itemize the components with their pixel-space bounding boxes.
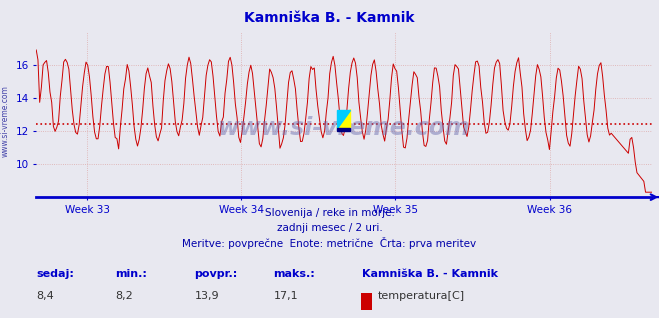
Text: 13,9: 13,9 [194,291,219,301]
Bar [337,128,351,131]
Polygon shape [337,109,351,128]
Text: 8,4: 8,4 [36,291,54,301]
Text: 17,1: 17,1 [273,291,298,301]
Text: Kamniška B. - Kamnik: Kamniška B. - Kamnik [244,11,415,25]
Text: 8,2: 8,2 [115,291,133,301]
Text: temperatura[C]: temperatura[C] [378,291,465,301]
Text: maks.:: maks.: [273,269,315,279]
Text: www.si-vreme.com: www.si-vreme.com [218,116,471,140]
Polygon shape [337,109,351,128]
Text: Slovenija / reke in morje.: Slovenija / reke in morje. [264,208,395,218]
Text: Meritve: povprečne  Enote: metrične  Črta: prva meritev: Meritve: povprečne Enote: metrične Črta:… [183,237,476,249]
Text: www.si-vreme.com: www.si-vreme.com [1,85,10,157]
Text: sedaj:: sedaj: [36,269,74,279]
Text: povpr.:: povpr.: [194,269,238,279]
Text: min.:: min.: [115,269,147,279]
Text: Kamniška B. - Kamnik: Kamniška B. - Kamnik [362,269,498,279]
Text: zadnji mesec / 2 uri.: zadnji mesec / 2 uri. [277,223,382,232]
